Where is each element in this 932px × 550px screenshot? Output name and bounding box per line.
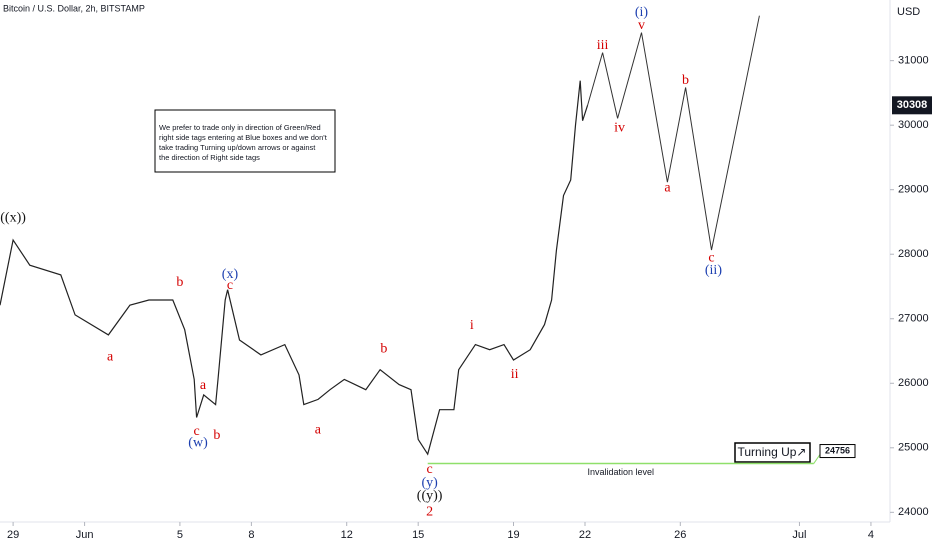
wave-label: c [227,278,233,293]
wave-label: c [708,250,714,265]
last-price-box [892,96,932,115]
wave-label: a [200,378,207,393]
x-tick-label: 15 [412,529,424,541]
x-tick-label: 29 [7,529,19,541]
wave-label: ((x)) [0,210,26,225]
note-box [154,109,336,173]
wave-label: b [176,275,183,290]
invalidation-value-box [819,444,856,459]
x-tick-label: 12 [341,529,353,541]
wave-label: b [380,341,387,356]
wave-label: (w) [188,435,208,450]
wave-label: b [682,73,689,88]
wave-label: a [107,350,114,365]
signal-box [734,442,811,463]
y-tick-label: 26000 [898,377,929,389]
y-tick-label: 29000 [898,184,929,196]
x-tick-label: 5 [177,529,183,541]
invalidation-label: Invalidation level [587,467,654,477]
last-price-label: 30308 [897,99,928,111]
note-line: take trading Turning up/down arrows or a… [159,143,316,152]
wave-projection [587,15,760,251]
wave-label: v [638,18,645,33]
signal-label: Turning Up↗ [738,445,807,459]
note-line: the direction of Right side tags [159,153,260,162]
x-tick-label: 22 [579,529,591,541]
x-tick-label: Jun [76,529,94,541]
wave-label: a [315,423,322,438]
y-tick-label: 28000 [898,248,929,260]
wave-label: b [213,428,220,443]
wave-label: (i) [635,5,649,20]
x-tick-label: 4 [868,529,874,541]
wave-label: a [664,181,671,196]
x-tick-label: 8 [248,529,254,541]
note-line: right side tags entering at Blue boxes a… [159,133,328,142]
wave-label: c [193,424,199,439]
wave-label: 2 [426,505,433,520]
y-tick-label: 25000 [898,442,929,454]
wave-label: (x) [222,267,239,282]
note-line: We prefer to trade only in direction of … [159,123,321,132]
x-tick-label: 26 [674,529,686,541]
y-tick-label: 30000 [898,119,929,131]
invalidation-value: 24756 [825,445,850,455]
wave-label: iii [597,38,609,53]
wave-label: i [470,318,474,333]
wave-label: ((y)) [417,488,443,503]
wave-label: iv [614,121,625,136]
y-axis-label: USD [897,6,920,18]
wave-label: c [427,462,433,477]
y-tick-label: 24000 [898,506,929,518]
chart-title: Bitcoin / U.S. Dollar, 2h, BITSTAMP [3,3,145,13]
x-tick-label: Jul [792,529,806,541]
price-line [0,80,589,456]
wave-label: (ii) [705,263,722,278]
wave-label: ii [511,367,519,382]
x-tick-label: 19 [507,529,519,541]
wave-label: (y) [421,476,438,491]
y-tick-label: 27000 [898,313,929,325]
y-tick-label: 31000 [898,55,929,67]
